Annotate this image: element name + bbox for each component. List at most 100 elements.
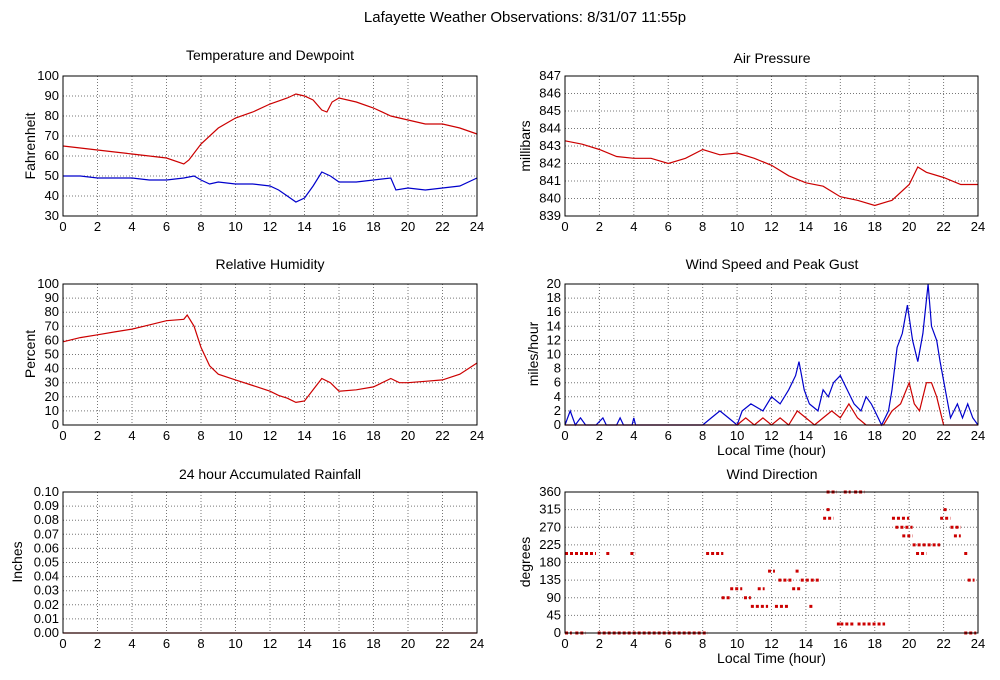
y-tick-label: 40 <box>45 188 59 203</box>
x-tick-label: 16 <box>833 219 847 234</box>
chart-title: Wind Speed and Peak Gust <box>686 256 859 272</box>
x-tick-label: 6 <box>665 219 672 234</box>
series-red-line <box>62 313 478 404</box>
x-tick-label: 22 <box>435 636 449 651</box>
x-tick-label: 10 <box>730 636 744 651</box>
x-tick-label: 20 <box>401 428 415 443</box>
y-tick-label: 16 <box>547 304 561 319</box>
x-tick-label: 14 <box>799 636 813 651</box>
x-tick-label: 20 <box>401 219 415 234</box>
x-tick-label: 24 <box>470 636 484 651</box>
y-tick-label: 844 <box>539 121 561 136</box>
series-red-line <box>62 93 478 165</box>
x-tick-label: 6 <box>163 219 170 234</box>
rainfall-chart: 0 2 4 6 8 10 12 14 16 18 20 22 240.000.010.020.030.0… <box>9 466 484 651</box>
x-tick-label: 12 <box>764 636 778 651</box>
y-tick-label: 50 <box>45 168 59 183</box>
x-axis-label: Local Time (hour) <box>717 442 826 458</box>
x-tick-label: 10 <box>228 219 242 234</box>
y-tick-label: 70 <box>45 128 59 143</box>
y-tick-label: 0.04 <box>34 569 59 584</box>
y-tick-label: 18 <box>547 290 561 305</box>
x-tick-label: 4 <box>128 428 135 443</box>
y-tick-label: 0.00 <box>34 625 59 640</box>
y-tick-label: 20 <box>547 276 561 291</box>
x-tick-label: 22 <box>936 428 950 443</box>
x-tick-label: 0 <box>59 428 66 443</box>
x-tick-label: 10 <box>730 219 744 234</box>
chart-title: Temperature and Dewpoint <box>186 47 354 63</box>
x-tick-label: 0 <box>561 636 568 651</box>
y-tick-label: 90 <box>45 88 59 103</box>
y-tick-label: 50 <box>45 347 59 362</box>
y-axis-label: Inches <box>9 541 25 582</box>
x-tick-label: 20 <box>401 636 415 651</box>
x-tick-label: 12 <box>764 219 778 234</box>
y-tick-label: 0.01 <box>34 611 59 626</box>
y-tick-label: 847 <box>539 68 561 83</box>
x-tick-label: 2 <box>596 636 603 651</box>
y-tick-label: 840 <box>539 191 561 206</box>
series-blue-line <box>564 283 979 427</box>
plot-frame <box>564 283 979 426</box>
y-tick-label: 30 <box>45 375 59 390</box>
x-tick-label: 24 <box>470 428 484 443</box>
x-tick-label: 20 <box>902 428 916 443</box>
x-tick-label: 8 <box>197 428 204 443</box>
x-tick-label: 4 <box>630 428 637 443</box>
chart-title: 24 hour Accumulated Rainfall <box>179 466 361 482</box>
y-axis-label: degrees <box>517 537 533 588</box>
x-tick-label: 20 <box>902 636 916 651</box>
y-axis-label: Percent <box>22 330 38 378</box>
x-tick-label: 6 <box>163 636 170 651</box>
y-tick-label: 180 <box>539 555 561 570</box>
y-tick-label: 60 <box>45 332 59 347</box>
x-tick-label: 24 <box>470 219 484 234</box>
y-tick-label: 60 <box>45 148 59 163</box>
x-tick-label: 8 <box>699 636 706 651</box>
x-tick-label: 2 <box>94 219 101 234</box>
y-tick-label: 839 <box>539 208 561 223</box>
x-tick-label: 2 <box>94 636 101 651</box>
x-tick-label: 14 <box>297 219 311 234</box>
y-tick-label: 841 <box>539 173 561 188</box>
y-tick-label: 0.03 <box>34 583 59 598</box>
x-tick-label: 12 <box>263 219 277 234</box>
x-tick-label: 22 <box>435 219 449 234</box>
plot-frame <box>62 75 478 217</box>
relative-humidity-chart: 0 2 4 6 8 10 12 14 16 18 20 22 240102030405060708090… <box>22 256 484 443</box>
x-tick-label: 0 <box>59 636 66 651</box>
x-tick-label: 8 <box>197 219 204 234</box>
x-tick-label: 22 <box>435 428 449 443</box>
x-tick-label: 12 <box>263 636 277 651</box>
plot-frame <box>564 75 979 217</box>
x-tick-label: 4 <box>630 219 637 234</box>
x-tick-label: 10 <box>228 636 242 651</box>
x-tick-label: 18 <box>868 636 882 651</box>
x-tick-label: 24 <box>971 636 985 651</box>
x-tick-label: 4 <box>630 636 637 651</box>
y-tick-label: 270 <box>539 519 561 534</box>
y-tick-label: 843 <box>539 138 561 153</box>
x-tick-label: 14 <box>297 428 311 443</box>
x-tick-label: 2 <box>94 428 101 443</box>
y-tick-label: 0 <box>554 417 561 432</box>
y-tick-label: 0 <box>52 417 59 432</box>
y-tick-label: 315 <box>539 502 561 517</box>
y-tick-label: 80 <box>45 304 59 319</box>
chart-title: Air Pressure <box>733 50 810 66</box>
y-tick-label: 135 <box>539 572 561 587</box>
y-tick-label: 30 <box>45 208 59 223</box>
series-blue-line <box>63 171 478 203</box>
y-tick-label: 80 <box>45 108 59 123</box>
x-tick-label: 0 <box>561 219 568 234</box>
y-axis-label: Fahrenheit <box>22 112 38 179</box>
x-axis-label: Local Time (hour) <box>717 650 826 666</box>
chart-title: Relative Humidity <box>216 256 325 272</box>
wind-direction-chart: 0 2 4 6 8 10 12 14 16 18 20 22 240459013518022527031… <box>517 466 985 666</box>
y-tick-label: 8 <box>554 361 561 376</box>
wind-speed-gust-chart: 0 2 4 6 8 10 12 14 16 18 20 22 2402468101214161820Wi… <box>525 256 985 458</box>
x-tick-label: 16 <box>332 428 346 443</box>
y-tick-label: 45 <box>547 607 561 622</box>
